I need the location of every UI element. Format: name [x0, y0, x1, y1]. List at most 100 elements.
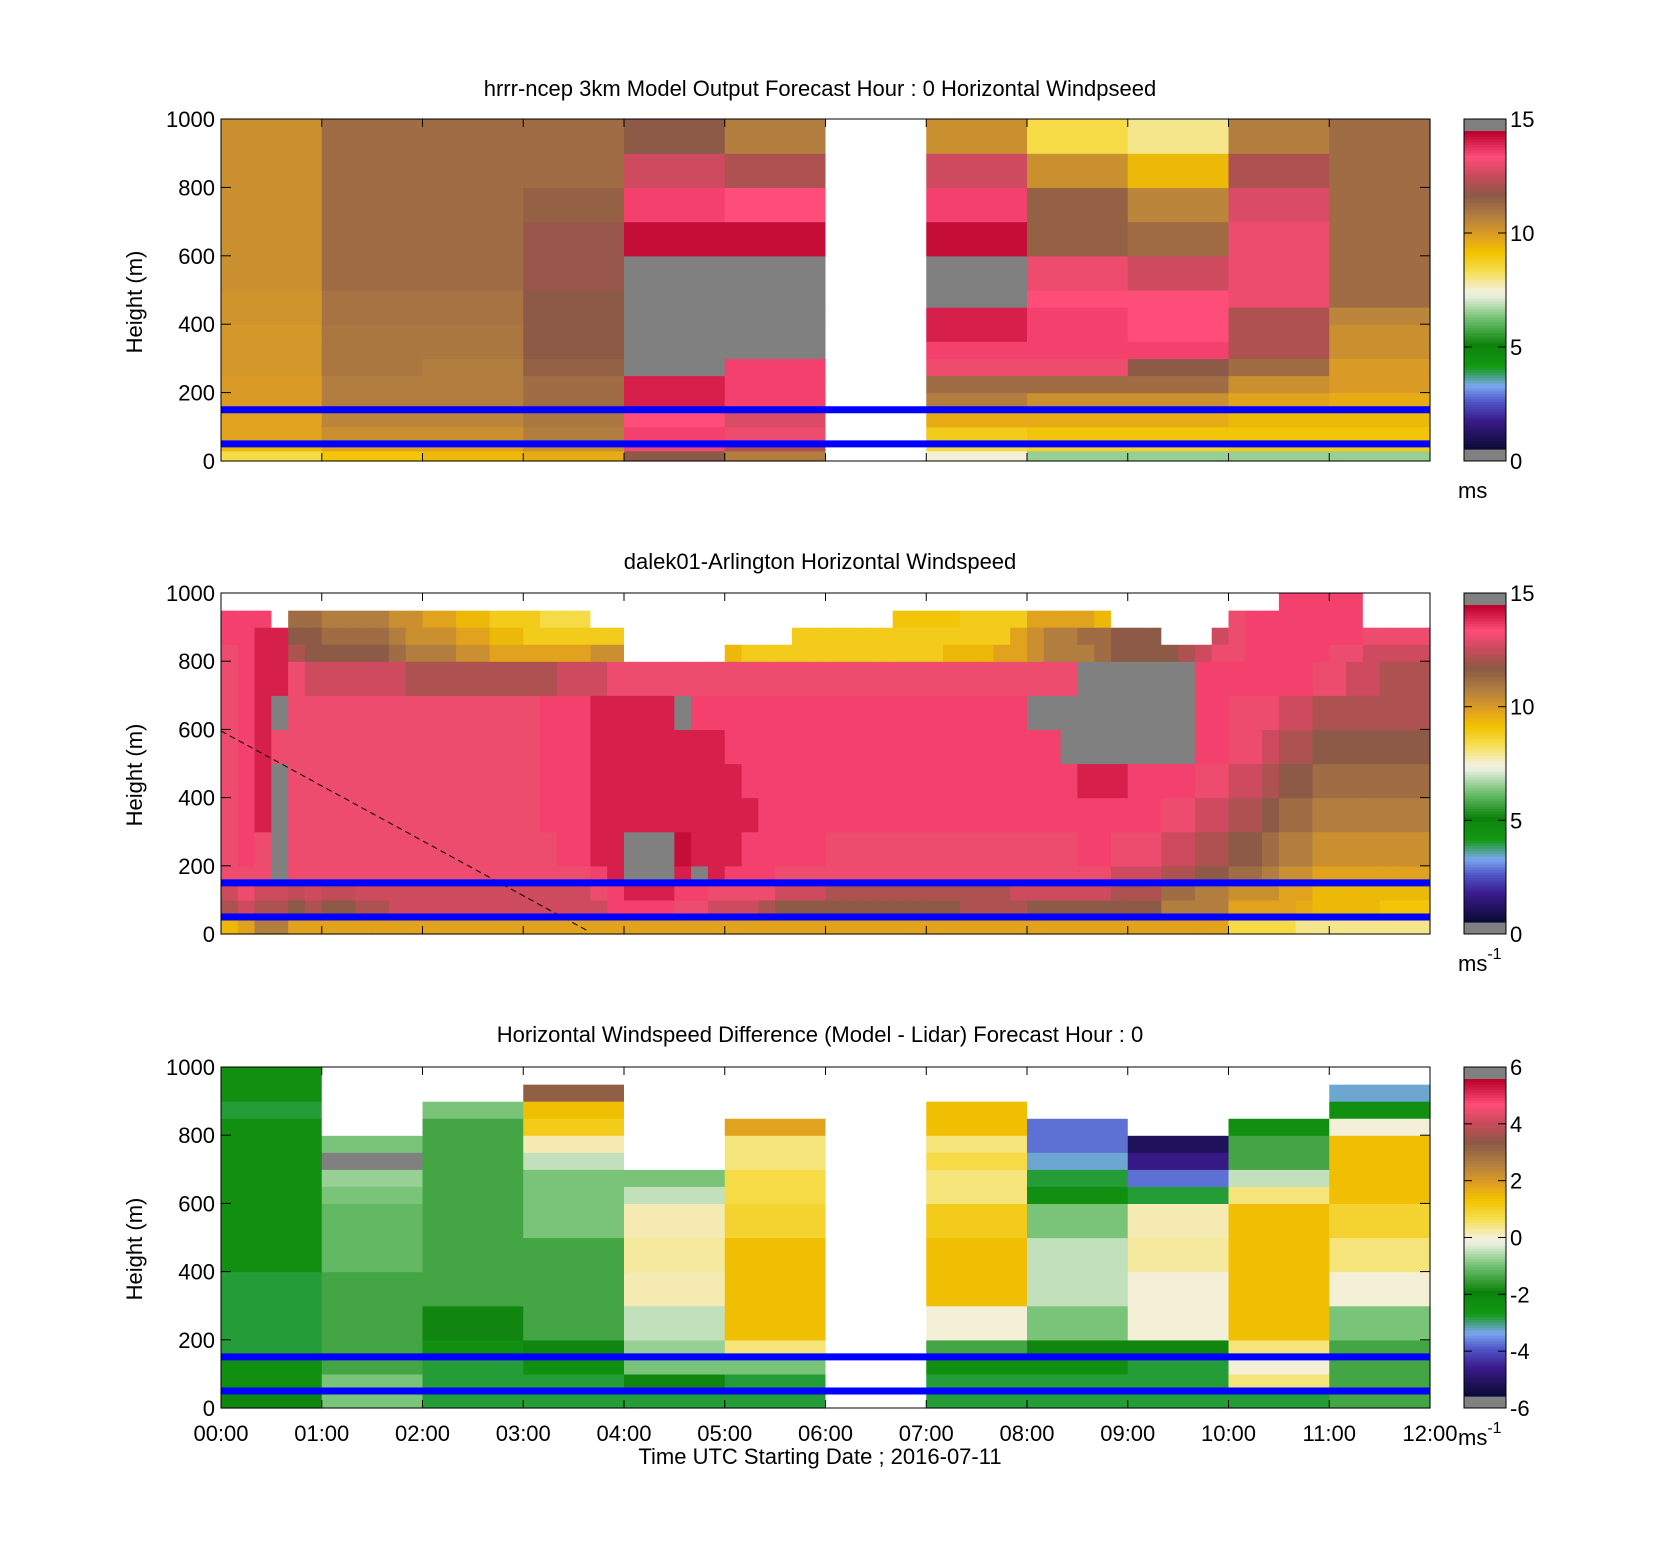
heatmap-cell: [1362, 882, 1381, 901]
heatmap-cell: [926, 1152, 1028, 1170]
heatmap-cell: [657, 593, 675, 611]
heatmap-cell: [422, 426, 524, 442]
heatmap-cell: [724, 119, 827, 154]
heatmap-cell: [1027, 307, 1129, 325]
heatmap-cell: [590, 916, 608, 935]
heatmap-cell: [489, 916, 508, 935]
heatmap-cell: [624, 1101, 726, 1119]
heatmap-cell: [1228, 916, 1246, 935]
heatmap-cell: [405, 644, 424, 662]
heatmap-cell: [489, 899, 508, 918]
colorbar-tick-label: 0: [1510, 922, 1522, 947]
heatmap-cell: [1346, 695, 1364, 730]
colorbar-segment: [1464, 1208, 1506, 1212]
heatmap-cell: [1329, 119, 1431, 154]
colorbar-segment: [1464, 1361, 1506, 1365]
heatmap-cell: [422, 831, 440, 867]
heatmap-cell: [1027, 341, 1129, 359]
heatmap-cell: [1295, 882, 1314, 901]
heatmap-cell: [489, 797, 508, 833]
heatmap-cell: [1027, 221, 1129, 257]
heatmap-cell: [1329, 153, 1431, 188]
heatmap-cell: [842, 763, 860, 799]
heatmap-cell: [221, 1169, 323, 1187]
heatmap-cell: [1346, 610, 1364, 628]
heatmap-cell: [976, 695, 995, 730]
heatmap-cell: [372, 644, 390, 662]
heatmap-cell: [1245, 610, 1263, 628]
heatmap-cell: [674, 916, 692, 935]
colorbar-segment: [1464, 1171, 1506, 1175]
heatmap-cell: [338, 763, 356, 799]
colorbar-segment: [1464, 176, 1506, 180]
heatmap-cell: [372, 797, 390, 833]
heatmap-cell: [1027, 729, 1045, 765]
colorbar-segment: [1464, 737, 1506, 741]
heatmap-cell: [791, 593, 810, 611]
colorbar-segment: [1464, 861, 1506, 865]
heatmap-cell: [1312, 882, 1330, 901]
heatmap-cell: [573, 865, 592, 884]
heatmap-cell: [1077, 695, 1095, 730]
heatmap-cell: [489, 763, 508, 799]
heatmap-cell: [1228, 392, 1330, 411]
heatmap-cell: [472, 763, 491, 799]
colorbar-segment: [1464, 1203, 1506, 1207]
colorbar-segment: [1464, 1089, 1506, 1093]
colorbar-segment: [1464, 700, 1506, 704]
heatmap-cell: [825, 1339, 927, 1358]
panel-difference-ylabel: Height (m): [122, 1198, 147, 1301]
heatmap-cell: [1396, 627, 1414, 645]
heatmap-cell: [775, 916, 793, 935]
heatmap-cell: [808, 865, 827, 884]
colorbar-segment: [1464, 305, 1506, 310]
colorbar-segment: [1464, 1324, 1506, 1328]
heatmap-cell: [1043, 610, 1062, 628]
heatmap-cell: [624, 729, 642, 765]
heatmap-cell: [523, 153, 625, 188]
panel-difference-reference-lines: [221, 1353, 1430, 1395]
heatmap-cell: [1346, 916, 1364, 935]
heatmap-cell: [221, 187, 323, 223]
heatmap-cell: [338, 695, 356, 730]
heatmap-cell: [892, 610, 911, 628]
heatmap-cell: [1127, 324, 1230, 342]
heatmap-cell: [221, 1084, 323, 1102]
heatmap-cell: [724, 729, 743, 765]
colorbar-segment: [1464, 1319, 1506, 1323]
colorbar-segment: [1464, 916, 1506, 920]
heatmap-cell: [422, 358, 524, 377]
heatmap-cell: [1245, 831, 1263, 867]
heatmap-cell: [657, 831, 675, 867]
colorbar-segment: [1464, 144, 1506, 148]
panel-difference-x-tick-labels: 00:00 01:00 02:00 03:00 04:00 05:00 06:00 07:00…: [193, 1421, 1457, 1446]
colorbar-segment: [1464, 162, 1506, 167]
colorbar-segment: [1464, 726, 1506, 730]
x-tick-label: 05:00: [697, 1421, 752, 1446]
colorbar-segment: [1464, 268, 1506, 273]
heatmap-cell: [1379, 916, 1398, 935]
heatmap-cell: [1110, 627, 1129, 645]
heatmap-cell: [1194, 593, 1213, 611]
heatmap-cell: [825, 1135, 927, 1153]
heatmap-cell: [607, 831, 625, 867]
colorbar-segment: [1464, 684, 1506, 688]
heatmap-cell: [489, 610, 508, 628]
heatmap-cell: [1127, 290, 1230, 308]
colorbar-segment: [1464, 863, 1506, 868]
heatmap-cell: [405, 899, 424, 918]
heatmap-cell: [1144, 661, 1162, 696]
colorbar-segment: [1464, 671, 1506, 675]
heatmap-cell: [405, 865, 424, 884]
heatmap-cell: [1228, 153, 1330, 188]
heatmap-cell: [724, 409, 827, 428]
colorbar-segment: [1464, 425, 1506, 429]
heatmap-cell: [1077, 627, 1095, 645]
colorbar-segment: [1464, 1158, 1506, 1162]
heatmap-cell: [1329, 375, 1431, 394]
heatmap-cell: [993, 695, 1011, 730]
heatmap-cell: [523, 324, 625, 342]
colorbar-segment: [1464, 303, 1506, 307]
heatmap-cell: [1329, 610, 1347, 628]
heatmap-cell: [1396, 865, 1414, 884]
